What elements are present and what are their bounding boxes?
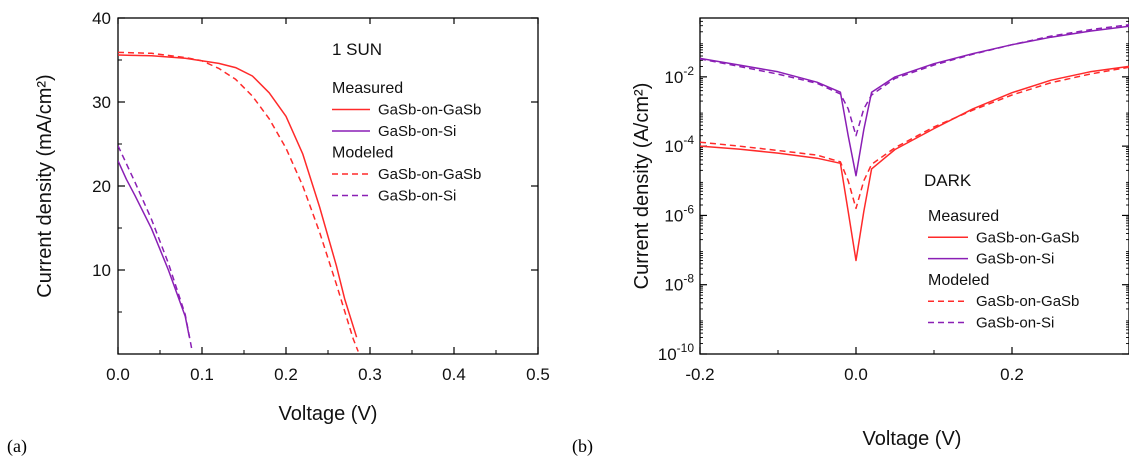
panel-label-a: (a) xyxy=(7,436,27,456)
series-lines-b xyxy=(700,23,1129,262)
x-tick-label: -0.2 xyxy=(685,365,714,384)
y-tick-label: 10-6 xyxy=(664,202,694,225)
annotation-1-sun: 1 SUN xyxy=(332,40,382,59)
y-tick-label: 10-8 xyxy=(664,272,694,295)
x-axis-label-a: Voltage (V) xyxy=(279,403,378,425)
y-tick-label: 10-2 xyxy=(664,64,694,87)
series-line-modeled-3 xyxy=(700,23,1129,137)
series-line-modeled-2 xyxy=(700,66,1129,210)
series-line-modeled-3 xyxy=(118,145,193,350)
legend-group-title: Modeled xyxy=(332,145,393,162)
x-tick-label: 0.0 xyxy=(844,365,868,384)
y-tick-label: 20 xyxy=(92,177,111,196)
chart-panel-b: -0.2 0.0 0.2 10-10 10-8 10-6 10-4 10-2 DARK Mea… xyxy=(631,17,1129,450)
legend-group-title: Measured xyxy=(332,80,403,97)
legend-entry: GaSb-on-Si xyxy=(976,315,1054,332)
y-tick-label: 30 xyxy=(92,93,111,112)
series-lines-a xyxy=(118,51,359,352)
legend-entry: GaSb-on-Si xyxy=(976,251,1054,268)
annotation-dark: DARK xyxy=(924,171,972,190)
y-axis-label-a: Current density (mA/cm²) xyxy=(34,74,56,297)
x-tick-label: 0.2 xyxy=(1000,365,1024,384)
legend-entry: GaSb-on-Si xyxy=(378,123,456,140)
panel-label-b: (b) xyxy=(572,436,593,456)
legend-b: Measured GaSb-on-GaSb GaSb-on-Si Modeled GaS… xyxy=(928,208,1079,332)
legend-group-title: Modeled xyxy=(928,272,989,289)
legend-entry: GaSb-on-GaSb xyxy=(976,293,1079,310)
legend-a: Measured GaSb-on-GaSb GaSb-on-Si Modeled GaS… xyxy=(332,80,481,205)
series-line-measured-1 xyxy=(700,25,1129,177)
x-tick-label: 0.1 xyxy=(190,365,214,384)
legend-entry: GaSb-on-GaSb xyxy=(976,229,1079,246)
x-tick-label: 0.0 xyxy=(106,365,130,384)
x-tick-label: 0.4 xyxy=(442,365,466,384)
y-tick-label: 10-4 xyxy=(664,133,694,156)
axis-ticks-a: 0.0 0.1 0.2 0.3 0.4 0.5 10 20 30 40 xyxy=(92,9,550,384)
chart-panel-a: 0.0 0.1 0.2 0.3 0.4 0.5 10 20 30 40 1 SUN Measure… xyxy=(34,9,550,425)
y-tick-label: 10-10 xyxy=(658,341,695,364)
x-axis-label-b: Voltage (V) xyxy=(863,428,962,450)
x-tick-label: 0.2 xyxy=(274,365,298,384)
y-tick-label: 10 xyxy=(92,261,111,280)
legend-entry: GaSb-on-Si xyxy=(378,188,456,205)
series-line-modeled-2 xyxy=(118,51,359,352)
legend-entry: GaSb-on-GaSb xyxy=(378,102,481,119)
series-line-measured-0 xyxy=(700,65,1129,262)
legend-group-title: Measured xyxy=(928,208,999,225)
series-line-measured-0 xyxy=(118,54,358,338)
series-line-measured-1 xyxy=(118,160,191,338)
x-tick-label: 0.5 xyxy=(526,365,550,384)
y-axis-label-b: Current density (A/cm²) xyxy=(631,83,653,290)
x-tick-label: 0.3 xyxy=(358,365,382,384)
legend-entry: GaSb-on-GaSb xyxy=(378,166,481,183)
y-tick-label: 40 xyxy=(92,9,111,28)
axis-ticks-b: -0.2 0.0 0.2 10-10 10-8 10-6 10-4 10-2 xyxy=(658,18,1129,384)
